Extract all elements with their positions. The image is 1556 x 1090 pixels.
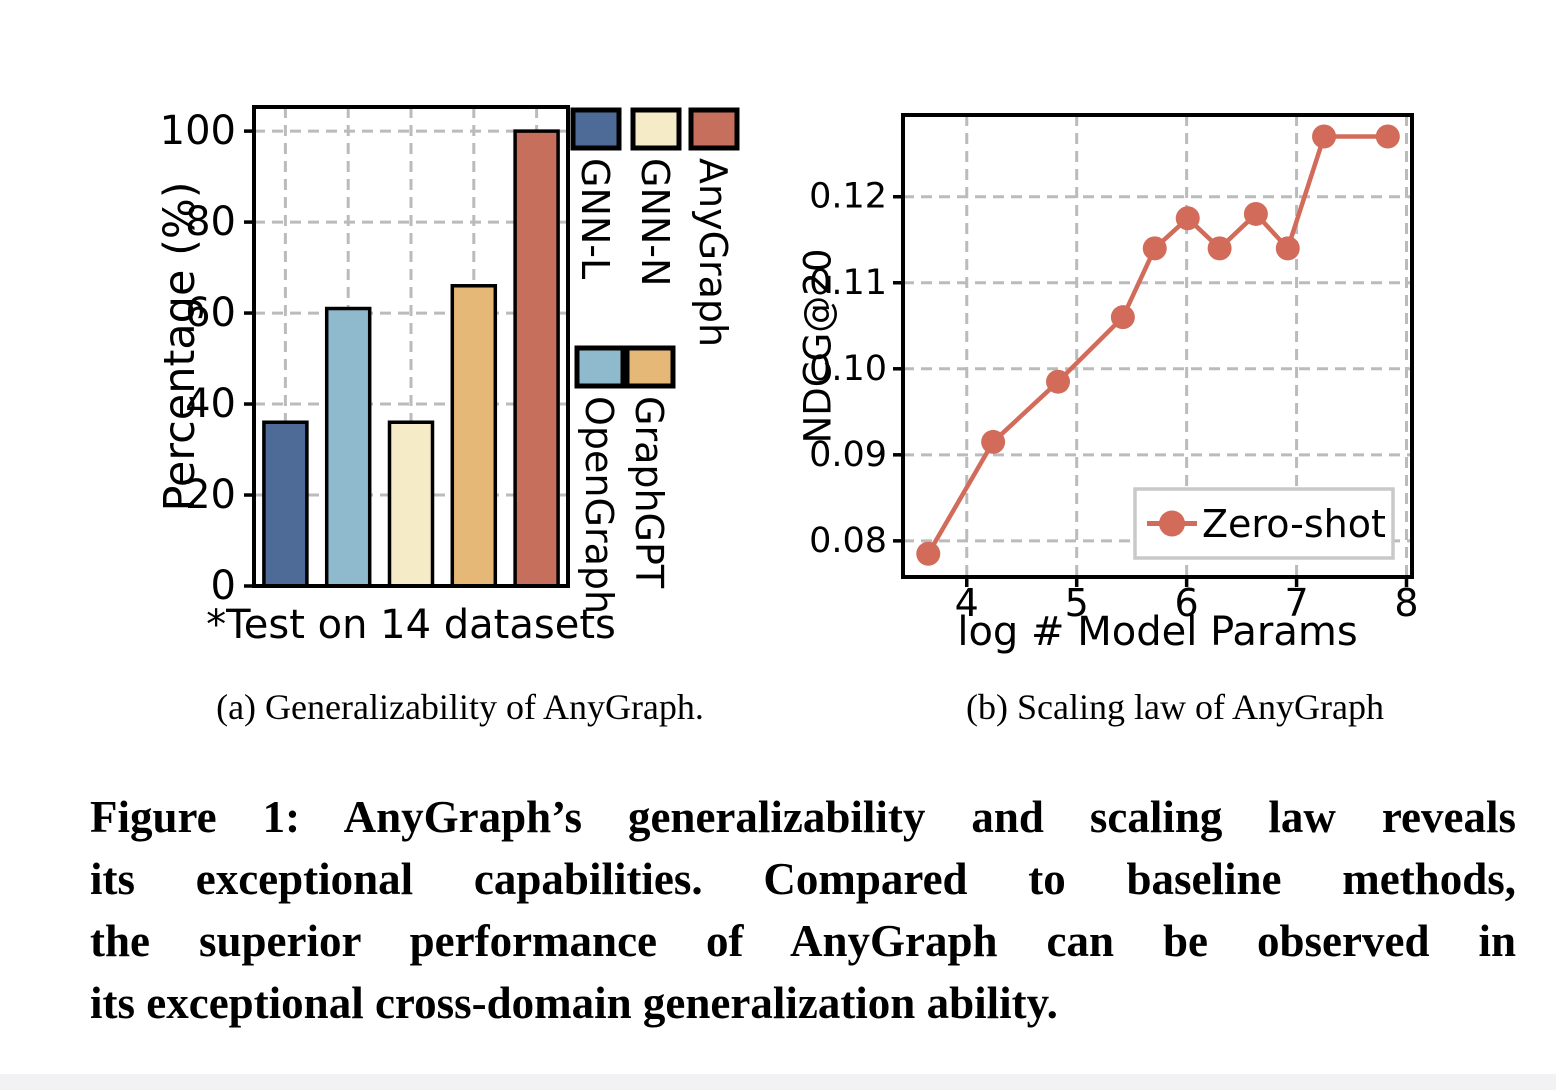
data-point [1275, 236, 1300, 261]
x-axis-label: *Test on 14 datasets [206, 602, 616, 648]
data-point [1175, 206, 1200, 231]
subcaption-b: (b) Scaling law of AnyGraph [966, 687, 1384, 727]
y-axis-label: Percentage (%) [155, 182, 205, 512]
figure-caption: Figure 1: AnyGraph’s generalizability an… [90, 786, 1516, 1034]
bar-chart-generalizability: 0 20 40 60 80 100 Percentage (%) *Test on 14 da… [155, 105, 740, 648]
caption-line: Figure 1: AnyGraph’s generalizability an… [90, 792, 1516, 842]
legend-swatch-GNN-N [630, 107, 682, 151]
data-point [1207, 236, 1232, 261]
figure-panel-b: 4 5 6 7 8 0.08 0.09 0.10 0.11 0.12 log # Model Par… [790, 70, 1500, 660]
y-tick-label: 20 [185, 472, 236, 518]
data-point [1046, 369, 1071, 394]
x-tick-label: 8 [1394, 581, 1418, 625]
legend-label-AnyGraph: AnyGraph [691, 158, 735, 347]
figure-panel-a: 0 20 40 60 80 100 Percentage (%) *Test on 14 da… [60, 70, 770, 660]
legend-swatch-OpenGraph [574, 345, 626, 389]
legend-label-GraphGPT: GraphGPT [627, 396, 671, 589]
line-chart-scaling-law: 4 5 6 7 8 0.08 0.09 0.10 0.11 0.12 log # Model Par… [797, 113, 1419, 655]
caption-line: its exceptional cross-domain generalizat… [90, 978, 1058, 1028]
legend-label-GNN-L: GNN-L [573, 158, 617, 279]
legend-label-Zero-shot: Zero-shot [1202, 502, 1386, 546]
legend-swatch-GNN-L [570, 107, 622, 151]
data-point [916, 541, 941, 566]
legend-swatch-GraphGPT [624, 345, 676, 389]
y-axis-label: NDCG@20 [797, 249, 840, 444]
page-bottom-strip [0, 1074, 1556, 1090]
y-tick-label: 40 [185, 381, 236, 427]
y-tick-label: 60 [185, 290, 236, 336]
caption-line: the superior performance of AnyGraph can… [90, 916, 1516, 966]
y-tick-label: 0.10 [809, 349, 887, 389]
x-axis-label: log # Model Params [957, 609, 1357, 655]
legend-point-marker [1159, 510, 1185, 537]
y-tick-label: 0.08 [809, 521, 887, 561]
plot-border [901, 113, 1414, 579]
subcaption-a: (a) Generalizability of AnyGraph. [216, 687, 704, 727]
data-point [1110, 305, 1135, 330]
legend-label-OpenGraph: OpenGraph [577, 396, 621, 614]
x-tick-label: 4 [955, 581, 979, 625]
bar-OpenGraph [324, 306, 372, 588]
bar-GNN-N [387, 420, 435, 588]
data-point [1243, 201, 1268, 226]
x-tick-label: 5 [1065, 581, 1089, 625]
y-tick-label: 0.11 [809, 263, 887, 303]
data-point [1312, 124, 1337, 149]
legend-swatch-AnyGraph [688, 107, 740, 151]
bar-GNN-L [262, 420, 309, 588]
y-tick-label: 80 [185, 199, 236, 245]
figure-1: 0 20 40 60 80 100 Percentage (%) *Test on 14 da… [60, 70, 1500, 660]
subcaption-row: (a) Generalizability of AnyGraph. (b) Sc… [0, 686, 1556, 740]
x-tick-label: 7 [1284, 581, 1308, 625]
y-tick-label: 100 [160, 108, 236, 154]
bar-AnyGraph [513, 129, 560, 588]
data-point [1142, 236, 1167, 261]
legend-label-GNN-N: GNN-N [633, 158, 677, 286]
y-tick-label: 0.12 [809, 177, 887, 217]
y-tick-label: 0.09 [809, 435, 887, 475]
x-tick-label: 6 [1175, 581, 1199, 625]
y-tick-label: 0 [211, 563, 236, 609]
bar-GraphGPT [450, 284, 498, 588]
plot-border [252, 105, 570, 588]
data-point [1375, 124, 1400, 149]
data-point [981, 429, 1006, 454]
caption-line: its exceptional capabilities. Compared t… [90, 854, 1516, 904]
